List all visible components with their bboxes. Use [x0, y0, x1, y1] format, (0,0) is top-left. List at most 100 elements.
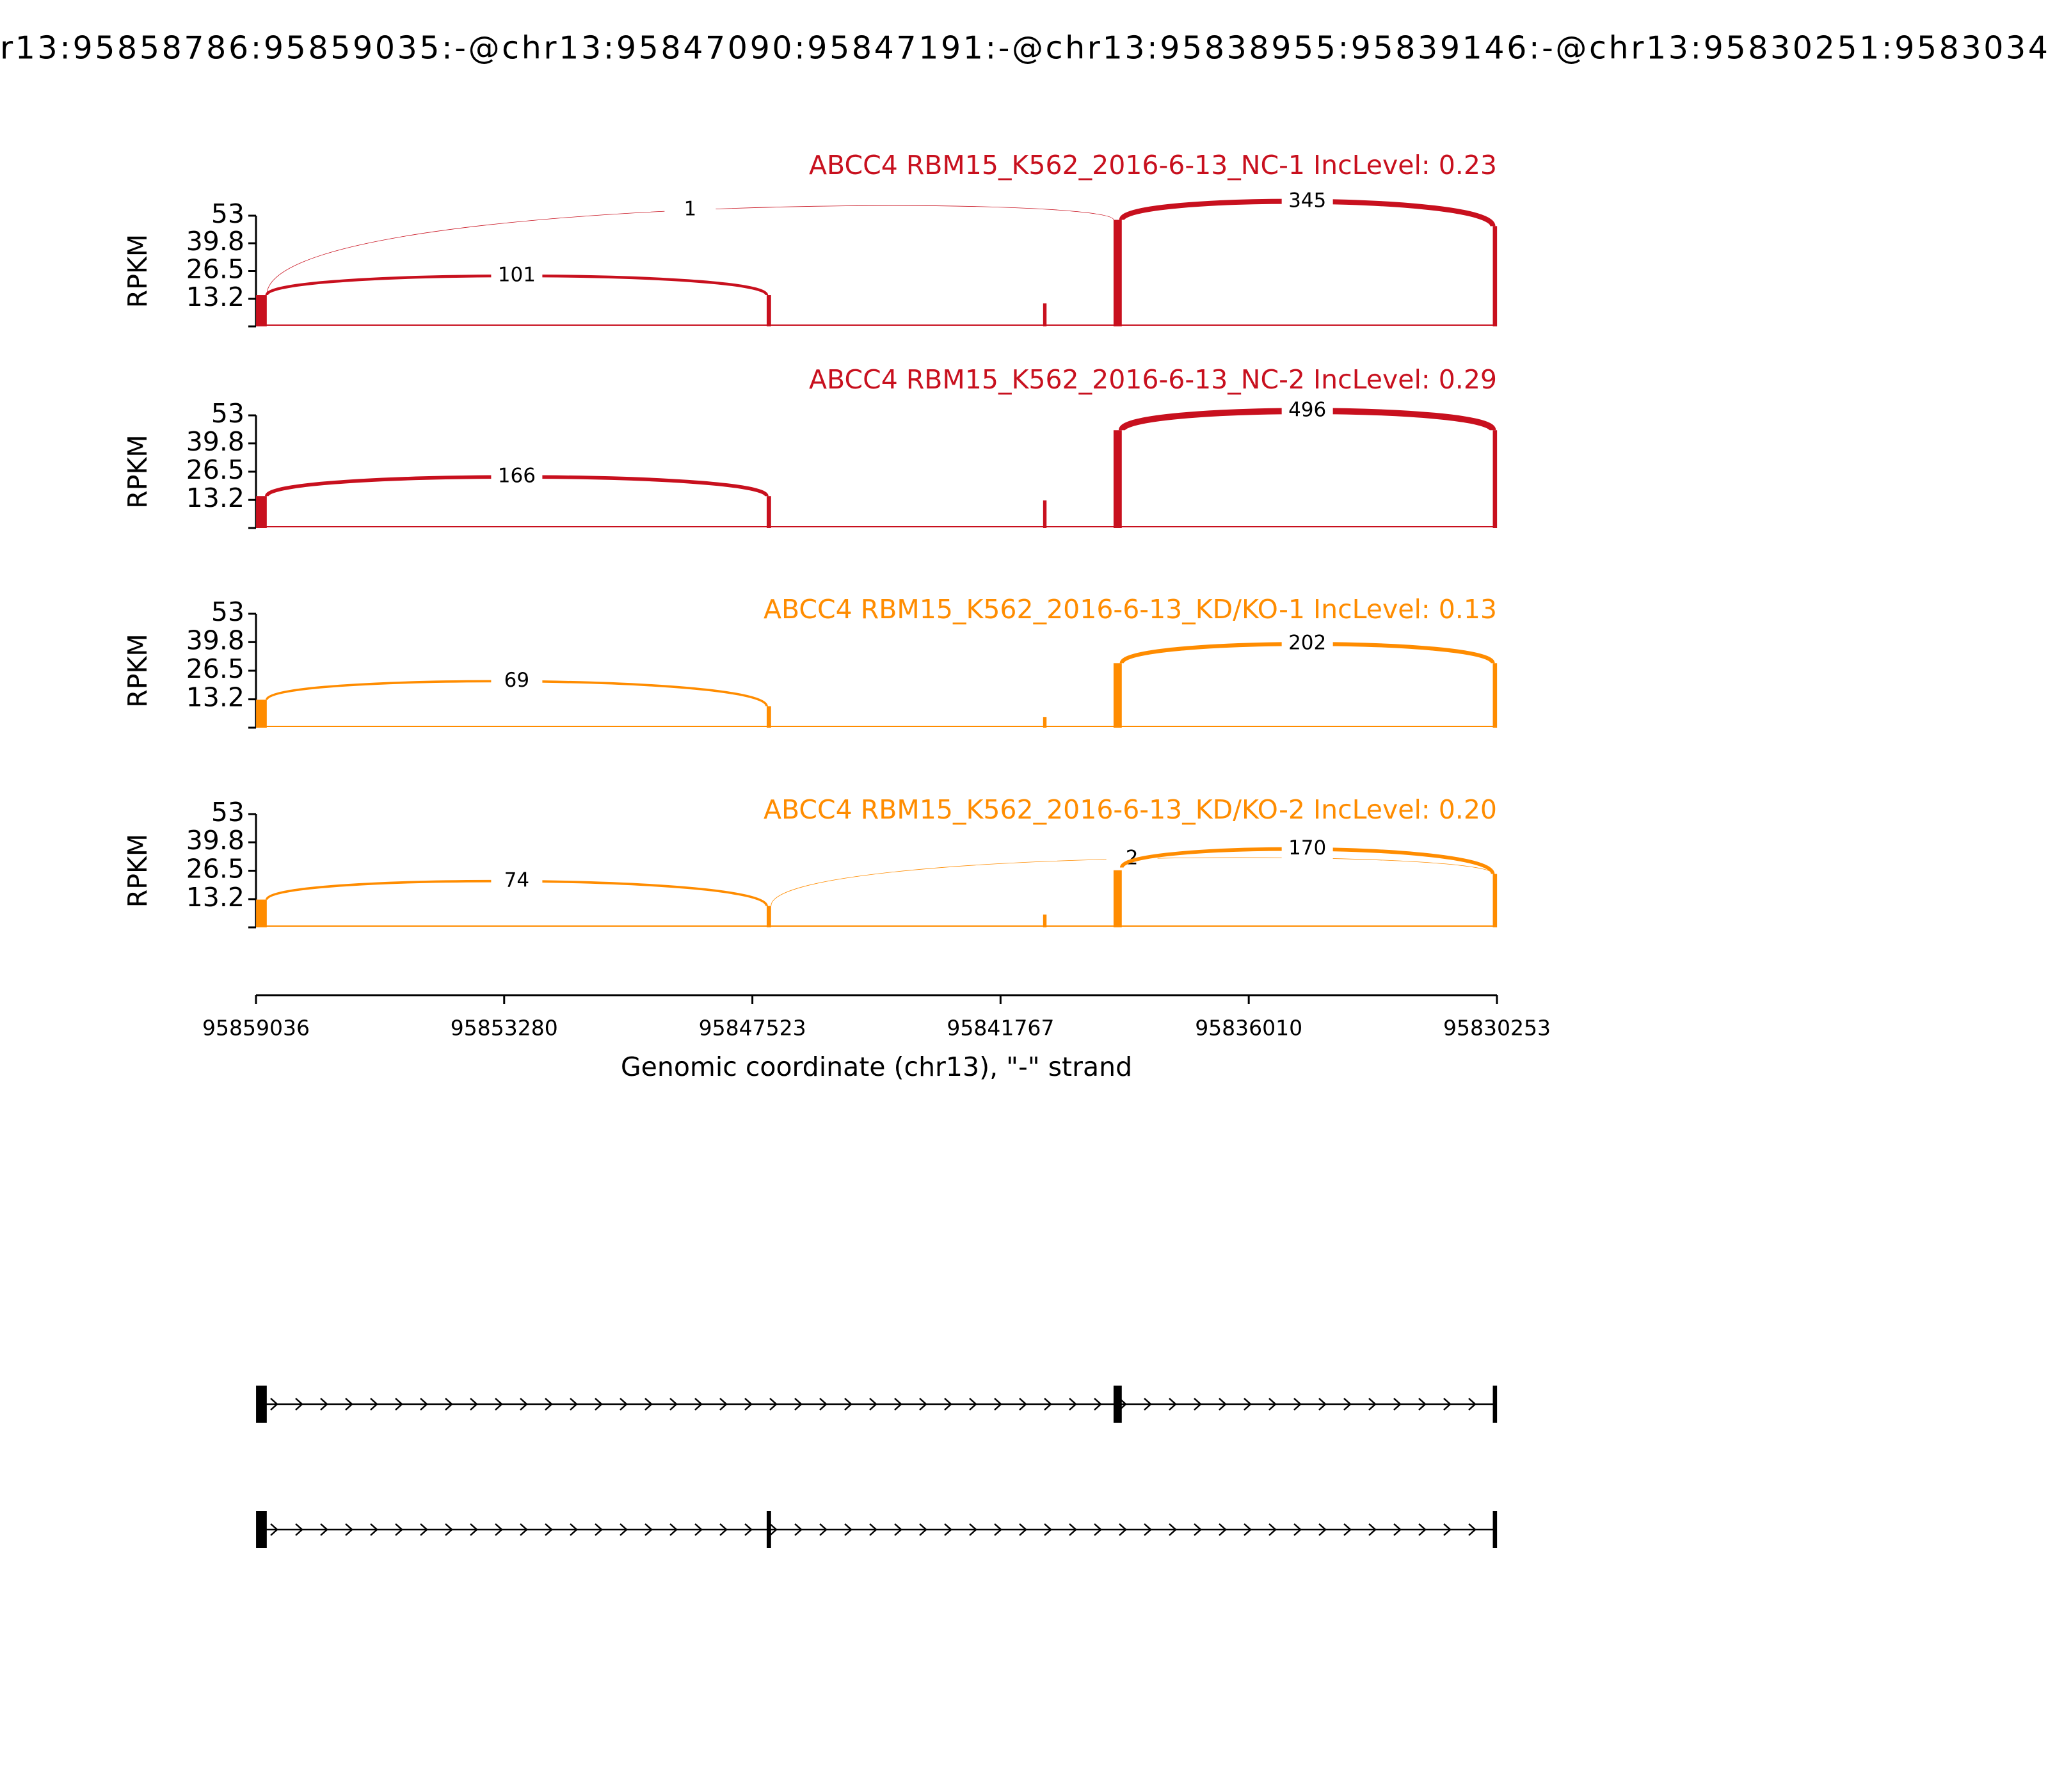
strand-chevron	[894, 1523, 902, 1536]
strand-chevron	[495, 1523, 503, 1536]
strand-chevron	[445, 1398, 453, 1411]
x-tick-label: 95859036	[202, 1016, 310, 1041]
strand-chevron	[320, 1398, 328, 1411]
y-tick-label: 13.2	[186, 282, 244, 312]
strand-chevron	[1194, 1523, 1202, 1536]
junction-label-bg	[491, 264, 543, 288]
strand-chevron	[620, 1398, 628, 1411]
strand-chevron	[1244, 1523, 1252, 1536]
coverage	[1492, 663, 1498, 728]
exon	[256, 1511, 267, 1548]
strand-chevron	[869, 1523, 877, 1536]
strand-chevron	[570, 1523, 578, 1536]
strand-chevron	[595, 1398, 603, 1411]
coverage	[256, 496, 267, 528]
y-tick-label: 53	[211, 198, 244, 229]
strand-chevron	[395, 1523, 403, 1536]
panel-title: ABCC4 RBM15_K562_2016-6-13_NC-1 IncLevel…	[809, 150, 1497, 180]
junction-label: 202	[1288, 632, 1326, 655]
strand-chevron	[495, 1398, 503, 1411]
strand-chevron	[994, 1523, 1002, 1536]
exon	[1113, 1386, 1122, 1423]
junction-label-bg	[1281, 399, 1333, 423]
coverage	[1113, 663, 1122, 728]
strand-chevron	[919, 1523, 927, 1536]
strand-chevron	[1169, 1523, 1177, 1536]
strand-chevron	[1019, 1523, 1027, 1536]
coverage	[766, 906, 771, 927]
x-axis-label: Genomic coordinate (chr13), "-" strand	[621, 1052, 1132, 1082]
strand-chevron	[794, 1398, 803, 1411]
y-tick-label: 39.8	[186, 426, 244, 457]
x-tick-label: 95841767	[947, 1016, 1054, 1041]
strand-chevron	[1368, 1398, 1377, 1411]
coverage	[1492, 430, 1498, 528]
exon	[766, 1511, 771, 1548]
strand-chevron	[844, 1523, 852, 1536]
y-tick-label: 53	[211, 797, 244, 828]
strand-chevron	[644, 1523, 653, 1536]
y-tick-label: 39.8	[186, 226, 244, 257]
strand-chevron	[869, 1398, 877, 1411]
junction-label: 74	[504, 868, 529, 892]
junction-label-bg	[491, 869, 543, 893]
junction-label-bg	[491, 465, 543, 489]
panel-title: ABCC4 RBM15_K562_2016-6-13_KD/KO-1 IncLe…	[764, 594, 1497, 625]
strand-chevron	[769, 1523, 778, 1536]
strand-chevron	[669, 1398, 678, 1411]
figure-title: r13:95858786:95859035:-@chr13:95847090:9…	[0, 30, 2048, 67]
strand-chevron	[1318, 1523, 1327, 1536]
strand-chevron	[744, 1523, 753, 1536]
strand-chevron	[370, 1398, 378, 1411]
y-tick-label: 26.5	[186, 454, 244, 485]
junction-label-bg	[491, 669, 543, 693]
y-axis-label: RPKM	[122, 834, 153, 908]
strand-chevron	[1318, 1398, 1327, 1411]
strand-chevron	[420, 1398, 428, 1411]
strand-chevron	[570, 1398, 578, 1411]
strand-chevron	[944, 1398, 952, 1411]
strand-chevron	[969, 1523, 977, 1536]
strand-chevron	[395, 1398, 403, 1411]
exon	[1492, 1386, 1498, 1423]
junction-label: 1	[684, 198, 697, 221]
junction-label-bg	[1281, 632, 1333, 656]
strand-chevron	[1268, 1398, 1277, 1411]
y-tick-label: 53	[211, 398, 244, 429]
coverage	[1113, 430, 1122, 528]
exon	[1492, 1511, 1498, 1548]
strand-chevron	[1094, 1398, 1102, 1411]
strand-chevron	[844, 1398, 852, 1411]
junction-label: 345	[1288, 189, 1326, 212]
strand-chevron	[694, 1398, 703, 1411]
coverage	[256, 700, 267, 728]
strand-chevron	[1144, 1398, 1152, 1411]
strand-chevron	[1368, 1523, 1377, 1536]
x-tick-label: 95830253	[1443, 1016, 1551, 1041]
strand-chevron	[919, 1398, 927, 1411]
strand-chevron	[345, 1398, 353, 1411]
coverage	[1113, 867, 1122, 927]
strand-chevron	[345, 1523, 353, 1536]
strand-chevron	[1418, 1398, 1427, 1411]
strand-chevron	[1069, 1398, 1077, 1411]
strand-chevron	[769, 1398, 778, 1411]
strand-chevron	[669, 1523, 678, 1536]
strand-chevron	[794, 1523, 803, 1536]
coverage	[1043, 500, 1047, 528]
y-axis-label: RPKM	[122, 234, 153, 308]
coverage	[1492, 226, 1498, 326]
strand-chevron	[295, 1523, 303, 1536]
strand-chevron	[694, 1523, 703, 1536]
strand-chevron	[819, 1398, 828, 1411]
junction-label: 101	[498, 264, 536, 287]
strand-chevron	[1244, 1398, 1252, 1411]
coverage	[256, 899, 267, 927]
coverage	[256, 295, 267, 326]
strand-chevron	[1468, 1523, 1476, 1536]
strand-chevron	[320, 1523, 328, 1536]
strand-chevron	[1094, 1523, 1102, 1536]
exon	[256, 1386, 267, 1423]
strand-chevron	[1343, 1523, 1352, 1536]
